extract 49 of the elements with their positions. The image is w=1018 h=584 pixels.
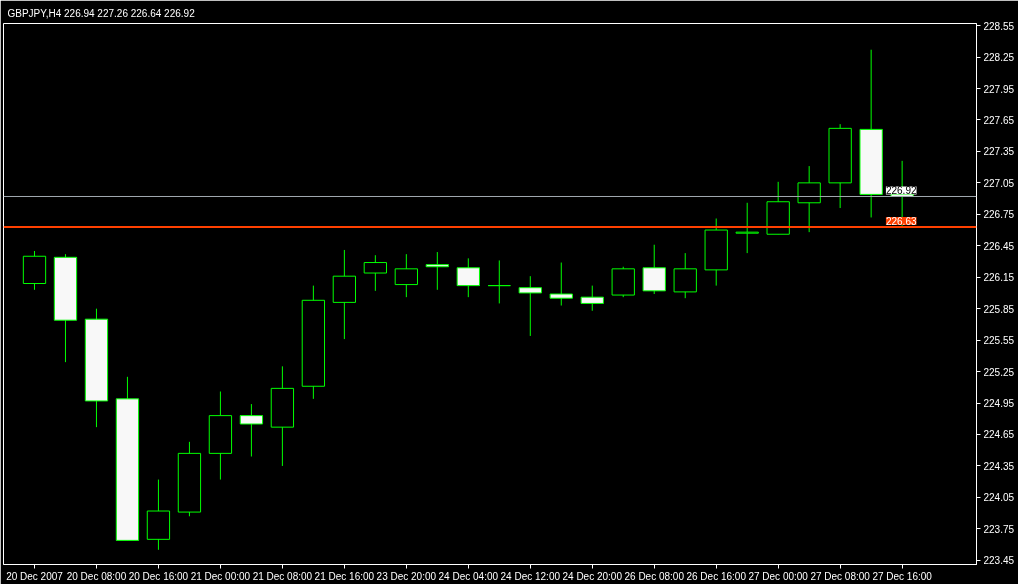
x-tick-label: 26 Dec 08:00 bbox=[624, 570, 685, 582]
y-tick-label: 227.05 bbox=[983, 177, 1015, 189]
ref-line-label: 226.63 bbox=[885, 215, 917, 227]
y-tick-label: 225.85 bbox=[983, 303, 1015, 315]
candlestick bbox=[673, 252, 697, 299]
x-tick-label: 24 Dec 04:00 bbox=[438, 570, 499, 582]
candlestick bbox=[239, 403, 264, 458]
candlestick bbox=[580, 285, 604, 312]
x-tick-label: 20 Dec 2007 bbox=[6, 570, 64, 582]
y-tick-label: 223.75 bbox=[983, 523, 1015, 535]
x-tick-label: 24 Dec 12:00 bbox=[500, 570, 561, 582]
y-tick-label: 227.35 bbox=[983, 146, 1015, 158]
y-tick-label: 225.25 bbox=[983, 366, 1015, 378]
chart-title: GBPJPY,H4 226.94 227.26 226.64 226.92 bbox=[7, 7, 196, 19]
x-tick-label: 27 Dec 08:00 bbox=[810, 570, 871, 582]
candlestick bbox=[487, 259, 511, 304]
candlestick bbox=[797, 165, 821, 233]
y-tick-label: 224.05 bbox=[983, 492, 1015, 504]
y-tick-label: 226.75 bbox=[983, 209, 1015, 221]
candlestick bbox=[518, 275, 542, 337]
x-tick-label: 27 Dec 00:00 bbox=[748, 570, 809, 582]
x-tick-label: 21 Dec 08:00 bbox=[252, 570, 313, 582]
y-tick-label: 226.45 bbox=[983, 240, 1015, 252]
y-tick-label: 228.25 bbox=[983, 52, 1015, 64]
candlestick bbox=[642, 244, 666, 295]
x-tick-label: 24 Dec 20:00 bbox=[562, 570, 623, 582]
x-tick-label: 21 Dec 16:00 bbox=[314, 570, 375, 582]
y-tick-label: 227.65 bbox=[983, 114, 1015, 126]
y-tick-label: 223.45 bbox=[983, 555, 1015, 567]
x-tick-label: 23 Dec 20:00 bbox=[376, 570, 437, 582]
y-tick-label: 228.55 bbox=[983, 20, 1015, 32]
y-tick-label: 224.95 bbox=[983, 398, 1015, 410]
x-tick-label: 27 Dec 16:00 bbox=[872, 570, 933, 582]
x-tick-label: 26 Dec 16:00 bbox=[686, 570, 747, 582]
x-tick-label: 20 Dec 08:00 bbox=[66, 570, 127, 582]
ref-line-label: 226.92 bbox=[885, 185, 917, 197]
candlestick bbox=[425, 251, 449, 291]
candlestick bbox=[363, 254, 387, 292]
candlestick bbox=[549, 262, 573, 307]
candlestick bbox=[456, 257, 480, 298]
y-tick-label: 224.65 bbox=[983, 429, 1015, 441]
x-tick-label: 21 Dec 00:00 bbox=[190, 570, 251, 582]
y-tick-label: 227.95 bbox=[983, 83, 1015, 95]
candlestick bbox=[394, 253, 418, 298]
x-tick-label: 20 Dec 16:00 bbox=[128, 570, 189, 582]
y-tick-label: 226.15 bbox=[983, 272, 1015, 284]
y-tick-label: 224.35 bbox=[983, 460, 1015, 472]
candlestick bbox=[735, 202, 759, 254]
y-tick-label: 225.55 bbox=[983, 335, 1015, 347]
